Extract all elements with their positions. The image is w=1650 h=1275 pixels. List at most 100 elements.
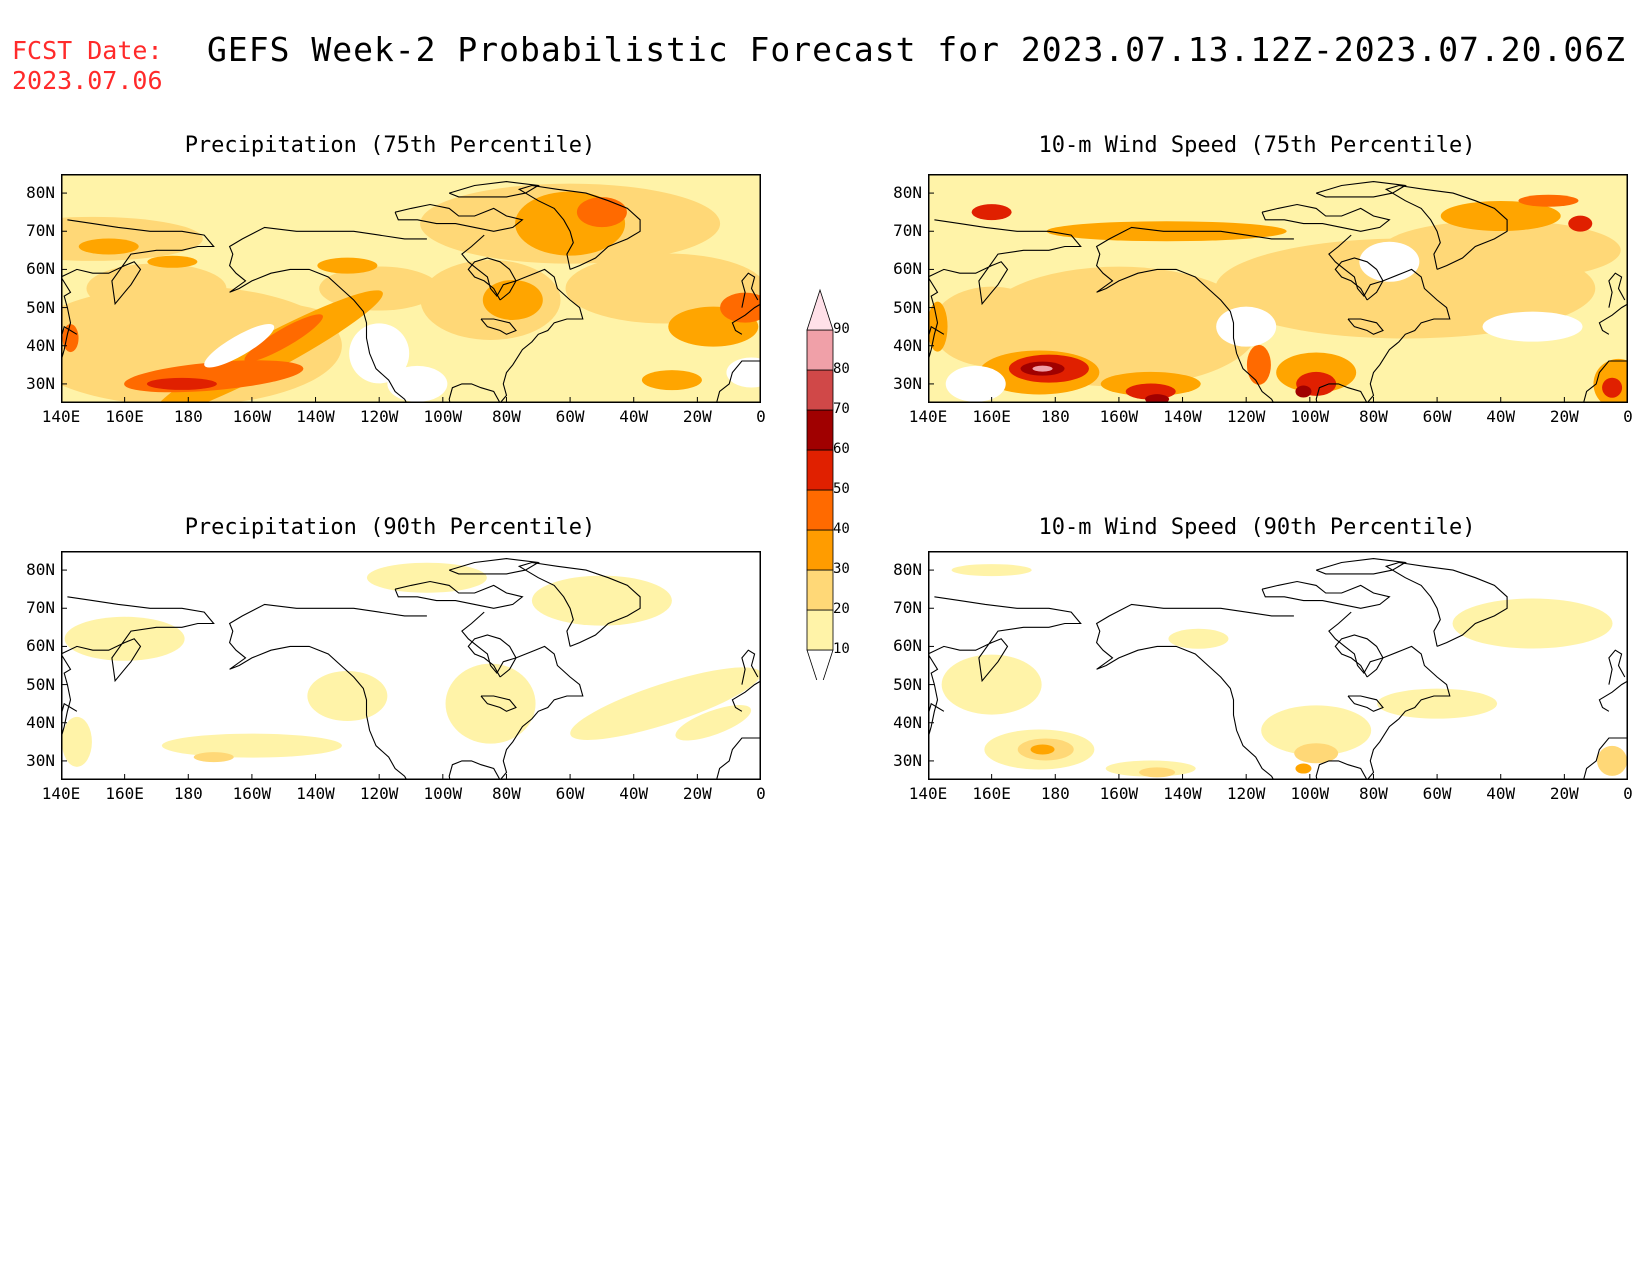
precip90-contour-4 [531, 575, 672, 626]
precip75-coastline-3 [715, 360, 761, 403]
wind75-coastline-4 [1598, 303, 1628, 335]
precip90-ticks [61, 569, 761, 780]
wind75-coastline-0 [1095, 226, 1294, 403]
wind75-lon-label: 160E [972, 407, 1011, 426]
precip75-lon-label: 100W [423, 407, 463, 426]
wind90-coastline-11 [1334, 634, 1384, 678]
wind75-ticks [928, 192, 1628, 403]
precip75-coastline-5 [741, 272, 759, 308]
precip75-contour-19 [244, 314, 323, 362]
wind90-lat-label: 70N [893, 598, 922, 618]
wind90-coastline-10 [1347, 695, 1384, 712]
precip90-coastlines [61, 558, 761, 780]
wind75-contour-27 [1482, 311, 1583, 342]
wind75-contour-26 [1216, 306, 1277, 347]
precip90-lat-label: 30N [26, 750, 55, 770]
precip90-contour-2 [307, 671, 388, 722]
precip90-lon-label: 180 [173, 784, 203, 803]
fcst-date-heading: FCST Date: [12, 36, 163, 65]
wind90-contour-10 [951, 564, 1032, 577]
precip90-contour-6 [64, 616, 185, 661]
wind75-lat-label: 70N [893, 221, 922, 241]
colorbar-segment-2 [806, 569, 834, 611]
precip75-lon-label: 140W [296, 407, 335, 426]
wind90-lat-label: 60N [893, 636, 922, 656]
colorbar-level-label: 10 [833, 641, 850, 657]
precip75-coastline-2 [517, 184, 641, 270]
precip75-lat-label: 80N [26, 183, 55, 203]
precip75-contour-18 [720, 292, 761, 323]
wind90-coastline-8 [1261, 580, 1391, 609]
precip75-coastline-11 [467, 257, 517, 301]
wind75-lon-label: 120W [1226, 407, 1266, 426]
colorbar-level-label: 20 [833, 601, 850, 617]
precip90-lon-label: 160W [232, 784, 272, 803]
wind75-contour-25 [1359, 241, 1420, 282]
precip75-lon-label: 160E [105, 407, 144, 426]
colorbar-level-label: 30 [833, 561, 850, 577]
precip75-contour-15 [576, 197, 627, 228]
wind90-lat-label: 30N [893, 750, 922, 770]
wind90-lat-label: 40N [893, 712, 922, 732]
precip75-lat-label: 50N [26, 297, 55, 317]
precip75-lat-label: 40N [26, 335, 55, 355]
map-wind75 [928, 174, 1628, 403]
wind75-coastline-2 [1384, 184, 1508, 270]
wind90-lat-label: 50N [893, 674, 922, 694]
wind90-coastline-5 [1608, 649, 1626, 685]
precip75-coastline-6 [61, 219, 215, 362]
wind90-lat-label: 80N [893, 560, 922, 580]
precip75-coastline-4 [731, 303, 761, 335]
precip75-lon-label: 40W [619, 407, 649, 426]
fcst-date-value: 2023.07.06 [12, 66, 163, 95]
precip90-frame [61, 551, 761, 780]
precip75-lon-label: 0 [756, 407, 766, 426]
precip75-contour-20 [317, 257, 378, 274]
map-panel-precip90 [61, 551, 761, 780]
wind75-contour-18 [1602, 377, 1623, 398]
wind75-coastline-7 [928, 325, 945, 339]
wind90-lon-label: 160W [1099, 784, 1139, 803]
precip75-coastline-9 [448, 181, 540, 198]
wind75-coastline-3 [1582, 360, 1628, 403]
wind90-contour-9 [941, 654, 1042, 715]
map-precip75 [61, 174, 761, 403]
precip75-contour-22 [641, 370, 702, 391]
fcst-date-label: FCST Date: 2023.07.06 [12, 36, 163, 96]
wind75-contour-23 [971, 204, 1012, 221]
precip90-lon-label: 160E [105, 784, 144, 803]
precip90-coastline-2 [517, 561, 641, 647]
wind90-lon-label: 120W [1226, 784, 1266, 803]
precip75-contour-26 [726, 357, 761, 388]
precip90-contour-1 [161, 733, 342, 758]
wind90-lon-label: 80W [1359, 784, 1388, 803]
precip75-lon-label: 160W [232, 407, 272, 426]
wind75-contour-9 [1032, 365, 1053, 372]
colorbar-level-label: 90 [833, 321, 850, 337]
precip90-lon-label: 100W [423, 784, 463, 803]
wind75-lon-label: 20W [1549, 407, 1579, 426]
wind90-coastline-4 [1598, 680, 1628, 712]
wind90-lon-label: 60W [1422, 784, 1452, 803]
colorbar-segment-8 [806, 329, 834, 371]
colorbar-level-label: 80 [833, 361, 850, 377]
precip75-lon-label: 120W [359, 407, 399, 426]
wind90-ticks [928, 569, 1628, 780]
wind90-lon-label: 140E [908, 784, 948, 803]
wind75-coastlines [928, 181, 1628, 403]
colorbar [805, 270, 835, 692]
wind90-contour-11 [1452, 598, 1613, 649]
precip90-lon-label: 140W [296, 784, 335, 803]
wind90-coastlines [928, 558, 1628, 780]
precip90-contour-10 [366, 562, 487, 593]
precip90-lon-label: 140E [41, 784, 81, 803]
colorbar-segment-9 [806, 288, 834, 331]
precip75-lat-label: 60N [26, 259, 55, 279]
wind75-lon-label: 0 [1623, 407, 1633, 426]
precip90-coastline-5 [741, 649, 759, 685]
precip75-contour-25 [387, 365, 448, 402]
wind90-contour-14 [1168, 628, 1229, 649]
precip90-coastline-6 [61, 596, 215, 739]
colorbar-segment-1 [806, 609, 834, 651]
map-wind90 [928, 551, 1628, 780]
